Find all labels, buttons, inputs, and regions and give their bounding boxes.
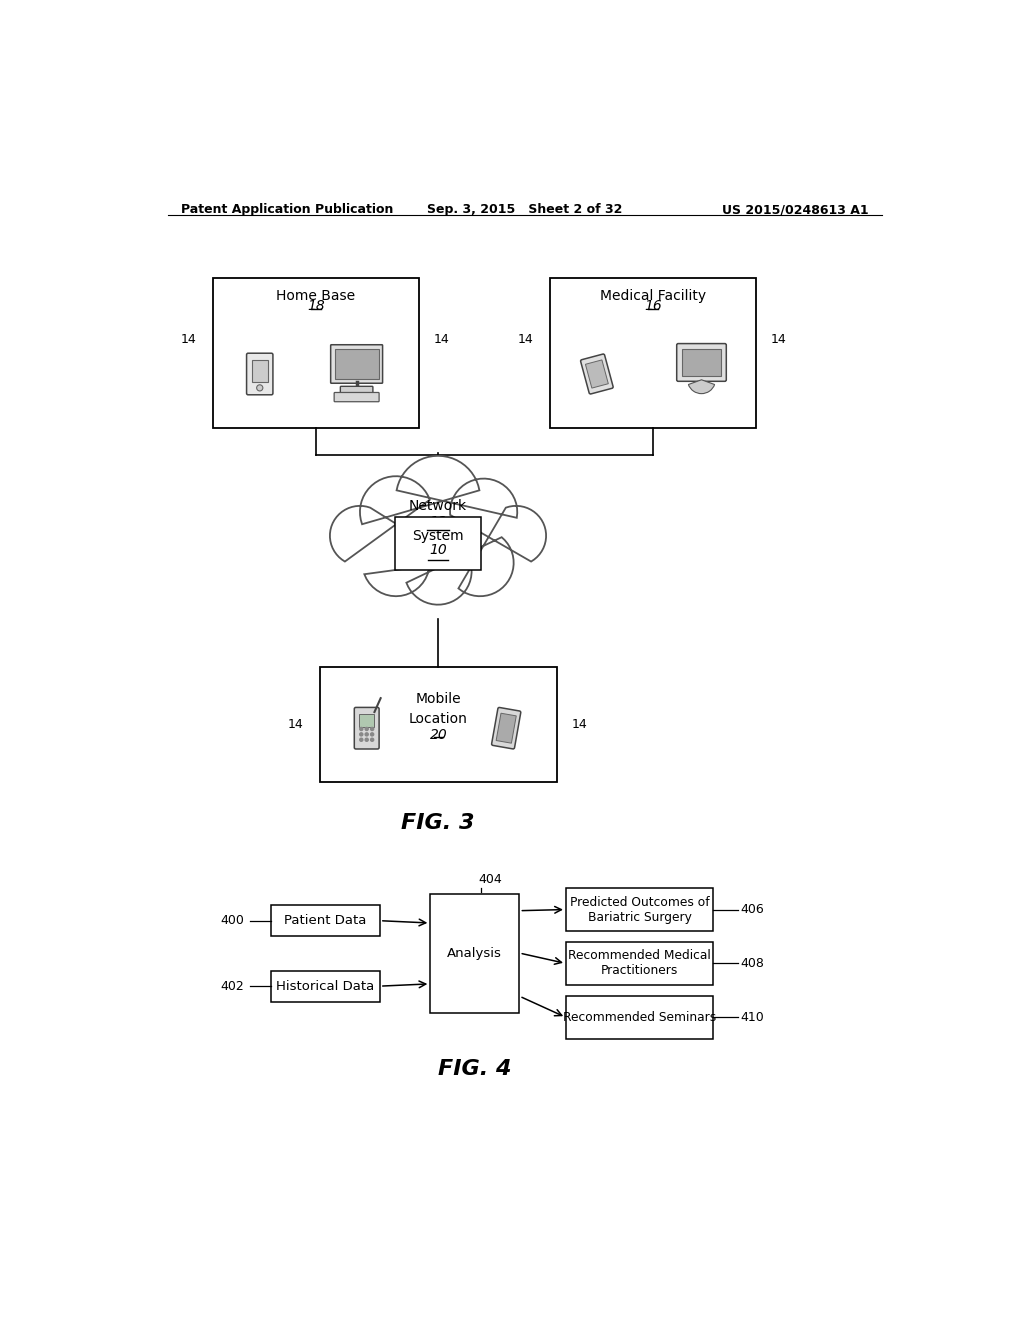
Bar bbox=[252, 360, 268, 381]
Circle shape bbox=[371, 727, 374, 730]
Bar bbox=[359, 714, 375, 726]
Circle shape bbox=[366, 727, 369, 730]
FancyBboxPatch shape bbox=[566, 942, 713, 985]
FancyBboxPatch shape bbox=[566, 888, 713, 931]
Text: Medical Facility: Medical Facility bbox=[600, 289, 707, 302]
Text: Mobile
Location: Mobile Location bbox=[409, 692, 468, 726]
Text: 14: 14 bbox=[288, 718, 303, 731]
Text: Patient Data: Patient Data bbox=[285, 915, 367, 927]
Text: 20: 20 bbox=[429, 729, 447, 742]
Text: FIG. 3: FIG. 3 bbox=[401, 813, 475, 833]
Text: 408: 408 bbox=[740, 957, 764, 970]
Text: 14: 14 bbox=[434, 333, 450, 346]
Text: 14: 14 bbox=[180, 333, 197, 346]
FancyBboxPatch shape bbox=[321, 667, 557, 781]
Text: Recommended Seminars: Recommended Seminars bbox=[563, 1011, 716, 1024]
Text: 14: 14 bbox=[771, 333, 786, 346]
FancyBboxPatch shape bbox=[677, 343, 726, 381]
Text: System: System bbox=[413, 528, 464, 543]
Text: 14: 14 bbox=[518, 333, 534, 346]
Text: 14: 14 bbox=[572, 718, 588, 731]
FancyBboxPatch shape bbox=[354, 708, 379, 748]
FancyBboxPatch shape bbox=[271, 906, 380, 936]
FancyBboxPatch shape bbox=[492, 708, 521, 748]
FancyBboxPatch shape bbox=[430, 894, 519, 1014]
FancyBboxPatch shape bbox=[340, 387, 373, 395]
Text: 18: 18 bbox=[307, 300, 325, 313]
Text: Analysis: Analysis bbox=[447, 946, 502, 960]
Bar bbox=[335, 348, 379, 379]
Text: 400: 400 bbox=[220, 915, 245, 927]
FancyBboxPatch shape bbox=[247, 354, 273, 395]
Circle shape bbox=[366, 733, 369, 737]
FancyBboxPatch shape bbox=[395, 517, 480, 570]
Text: 12: 12 bbox=[429, 515, 446, 529]
Text: Predicted Outcomes of
Bariatric Surgery: Predicted Outcomes of Bariatric Surgery bbox=[569, 895, 710, 924]
Circle shape bbox=[359, 733, 362, 737]
FancyBboxPatch shape bbox=[331, 345, 383, 383]
Circle shape bbox=[359, 727, 362, 730]
Text: 406: 406 bbox=[740, 903, 764, 916]
Bar bbox=[497, 713, 516, 743]
FancyBboxPatch shape bbox=[550, 277, 756, 428]
Text: 410: 410 bbox=[740, 1011, 764, 1024]
Text: FIG. 4: FIG. 4 bbox=[438, 1059, 512, 1080]
FancyBboxPatch shape bbox=[213, 277, 419, 428]
Text: Historical Data: Historical Data bbox=[276, 979, 375, 993]
Circle shape bbox=[359, 738, 362, 742]
Polygon shape bbox=[330, 455, 546, 605]
Text: Sep. 3, 2015   Sheet 2 of 32: Sep. 3, 2015 Sheet 2 of 32 bbox=[427, 203, 623, 216]
Circle shape bbox=[371, 738, 374, 742]
Wedge shape bbox=[688, 380, 715, 393]
Text: 404: 404 bbox=[478, 874, 502, 887]
Text: Home Base: Home Base bbox=[276, 289, 355, 302]
Text: 402: 402 bbox=[220, 979, 245, 993]
Text: Recommended Medical
Practitioners: Recommended Medical Practitioners bbox=[568, 949, 711, 977]
Bar bbox=[682, 348, 721, 376]
Text: US 2015/0248613 A1: US 2015/0248613 A1 bbox=[722, 203, 868, 216]
FancyBboxPatch shape bbox=[581, 354, 613, 393]
Circle shape bbox=[371, 733, 374, 737]
Text: Network: Network bbox=[409, 499, 467, 513]
Circle shape bbox=[257, 385, 263, 391]
Bar bbox=[586, 360, 608, 388]
FancyBboxPatch shape bbox=[566, 997, 713, 1039]
Circle shape bbox=[366, 738, 369, 742]
FancyBboxPatch shape bbox=[271, 970, 380, 1002]
Text: 16: 16 bbox=[644, 300, 662, 313]
Text: 10: 10 bbox=[429, 543, 446, 557]
Text: Patent Application Publication: Patent Application Publication bbox=[180, 203, 393, 216]
FancyBboxPatch shape bbox=[334, 392, 379, 401]
